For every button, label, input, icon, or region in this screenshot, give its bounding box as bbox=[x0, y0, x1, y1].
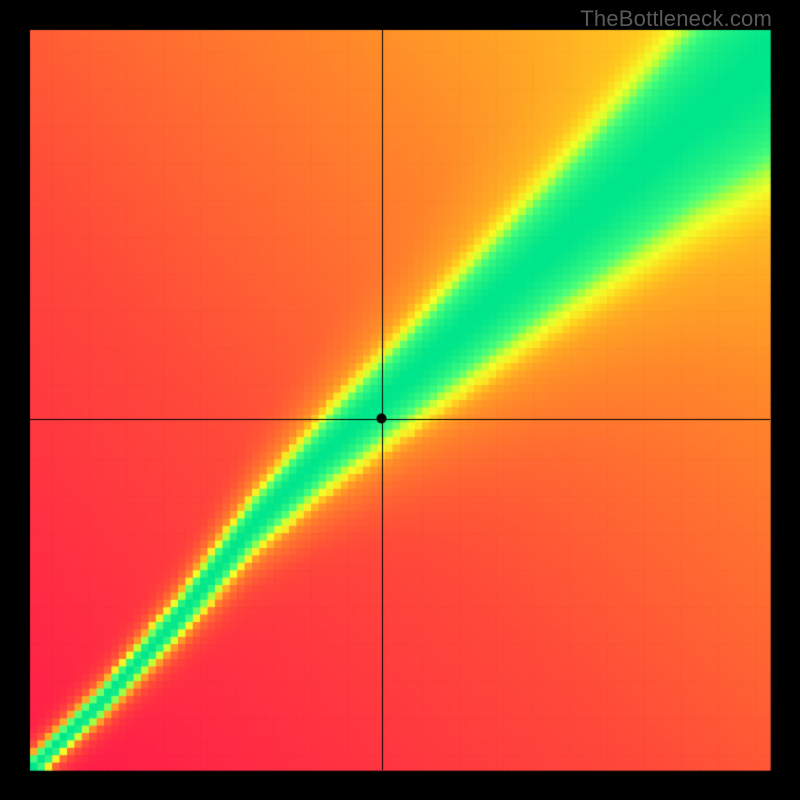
heatmap-canvas bbox=[0, 0, 800, 800]
watermark-text: TheBottleneck.com bbox=[580, 6, 772, 32]
chart-container: TheBottleneck.com bbox=[0, 0, 800, 800]
